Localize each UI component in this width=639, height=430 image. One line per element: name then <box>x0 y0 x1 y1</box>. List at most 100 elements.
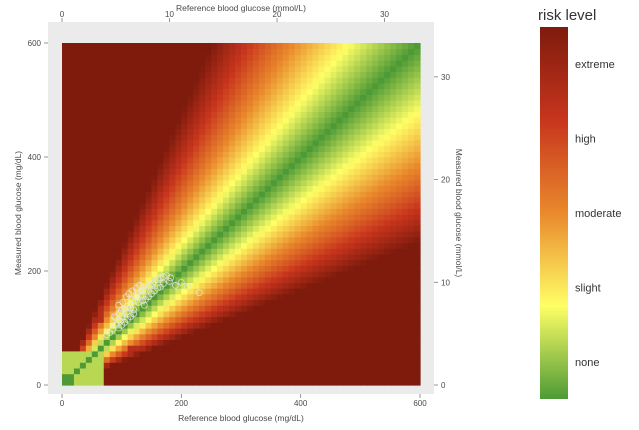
heat-cell <box>235 196 242 204</box>
heat-cell <box>121 191 129 198</box>
heat-cell <box>288 185 296 192</box>
heat-cell <box>252 54 260 61</box>
y-tick-label-left: 0 <box>37 381 42 390</box>
heat-cell <box>229 82 236 90</box>
heat-cell <box>276 179 284 187</box>
heat-cell <box>139 128 147 135</box>
heat-cell <box>199 82 206 90</box>
heat-cell <box>336 253 344 261</box>
heat-cell <box>85 339 93 346</box>
heat-cell <box>241 373 248 380</box>
heat-cell <box>193 43 200 50</box>
heat-cell <box>85 168 93 175</box>
heat-cell <box>67 333 75 340</box>
heat-cell <box>378 322 385 329</box>
heat-cell <box>181 139 188 147</box>
heat-cell <box>235 276 242 283</box>
heat-cell <box>85 54 93 61</box>
heat-cell <box>229 265 236 272</box>
heat-cell <box>258 328 266 335</box>
heat-cell <box>163 134 170 141</box>
heat-cell <box>270 345 278 352</box>
heat-cell <box>91 71 99 78</box>
heat-cell <box>145 299 153 306</box>
heat-cell <box>97 345 105 352</box>
heat-cell <box>390 174 397 181</box>
heat-cell <box>414 259 421 266</box>
heat-cell <box>169 65 176 73</box>
heat-cell <box>246 60 254 67</box>
heat-cell <box>91 288 99 295</box>
heat-cell <box>97 71 105 78</box>
heat-cell <box>85 282 93 289</box>
heat-cell <box>246 174 254 181</box>
data-point <box>195 289 203 297</box>
heat-cell <box>402 94 409 101</box>
heat-cell <box>312 328 320 335</box>
heat-cell <box>330 151 338 158</box>
heat-cell <box>133 196 141 204</box>
heat-cell <box>294 117 302 124</box>
heat-cell <box>402 231 409 238</box>
heat-cell <box>270 191 278 198</box>
heat-cell <box>288 322 296 329</box>
heat-cell <box>324 219 332 226</box>
heat-cell <box>73 356 81 363</box>
heat-cell <box>163 379 170 386</box>
heat-cell <box>246 379 254 386</box>
heat-cell <box>300 145 308 152</box>
heat-cell <box>282 196 290 204</box>
heat-cell <box>330 202 338 209</box>
heat-cell <box>390 157 397 164</box>
heat-cell <box>402 145 409 152</box>
heat-cell <box>264 231 272 238</box>
heat-cell <box>354 367 361 375</box>
heat-cell <box>348 271 355 278</box>
heat-cell <box>300 191 308 198</box>
heat-cell <box>312 105 320 112</box>
heat-cell <box>241 356 248 363</box>
heat-cell <box>139 305 147 312</box>
heat-cell <box>354 162 361 169</box>
heat-cell <box>151 328 159 335</box>
heat-cell <box>384 100 391 107</box>
heat-cell <box>127 328 135 335</box>
heat-cell <box>312 208 320 215</box>
heat-cell <box>121 128 129 135</box>
heat-cell <box>336 231 344 238</box>
heat-cell <box>187 105 194 112</box>
heat-cell <box>306 48 314 55</box>
heat-cell <box>408 54 415 61</box>
heat-cell <box>91 196 99 204</box>
heat-cell <box>193 174 200 181</box>
heat-cell <box>241 157 248 164</box>
heat-cell <box>258 333 266 340</box>
heat-cell <box>187 128 194 135</box>
heat-cell <box>414 345 421 352</box>
heat-cell <box>157 94 165 101</box>
heat-cell <box>73 236 81 244</box>
heat-cell <box>103 248 111 255</box>
heat-cell <box>193 139 200 147</box>
heat-cell <box>408 71 415 78</box>
heat-cell <box>354 145 361 152</box>
heat-cell <box>246 88 254 95</box>
heat-cell <box>300 88 308 95</box>
heat-cell <box>229 191 236 198</box>
heat-cell <box>294 328 302 335</box>
heat-cell <box>342 350 349 358</box>
heat-cell <box>264 379 272 386</box>
heat-cell <box>139 185 147 192</box>
heat-cell <box>336 105 344 112</box>
heat-cell <box>205 282 212 289</box>
heat-cell <box>348 305 355 312</box>
heat-cell <box>318 71 326 78</box>
y-tick-label-left: 600 <box>28 39 42 48</box>
heat-cell <box>390 100 397 107</box>
heat-cell <box>336 373 344 380</box>
heat-cell <box>175 276 182 283</box>
heat-cell <box>103 168 111 175</box>
heat-cell <box>79 134 87 141</box>
heat-cell <box>318 128 326 135</box>
heat-cell <box>235 339 242 346</box>
